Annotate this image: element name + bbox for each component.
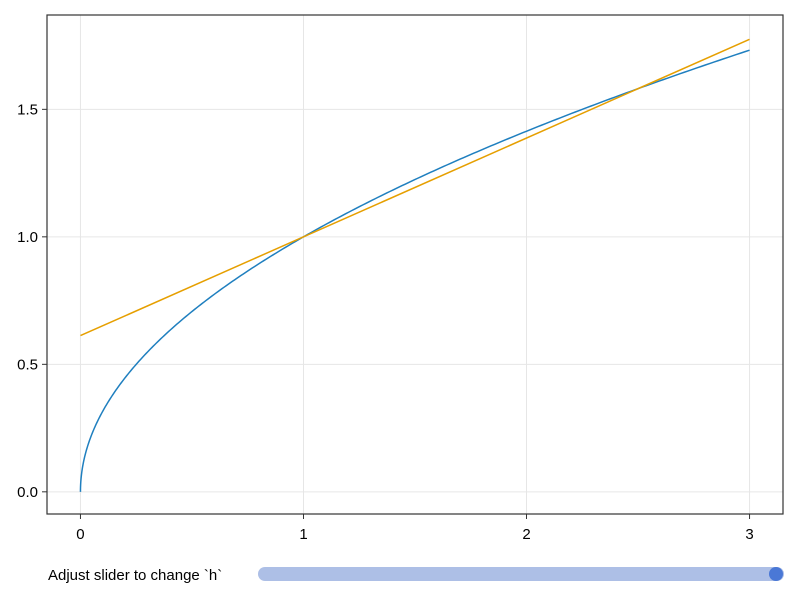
ticks: 0 1 2 3 0.0 0.5 1.0 1.5: [17, 101, 754, 543]
h-slider[interactable]: [258, 567, 784, 581]
y-tick-label: 1.5: [17, 101, 38, 118]
series-sqrt-line: [79, 49, 750, 492]
grid: [47, 15, 783, 514]
y-tick-label: 1.0: [17, 229, 38, 246]
slider-track[interactable]: [258, 567, 784, 581]
series-secant-line: [80, 38, 750, 337]
x-tick-label: 0: [76, 526, 84, 543]
x-tick-label: 3: [745, 526, 753, 543]
y-tick-label: 0.5: [17, 356, 38, 373]
y-tick-label: 0.0: [17, 484, 38, 501]
slider-knob[interactable]: [769, 567, 783, 581]
curves: [79, 38, 750, 492]
x-tick-label: 1: [299, 526, 307, 543]
axis-frame: [46, 14, 784, 515]
x-tick-label: 2: [522, 526, 530, 543]
